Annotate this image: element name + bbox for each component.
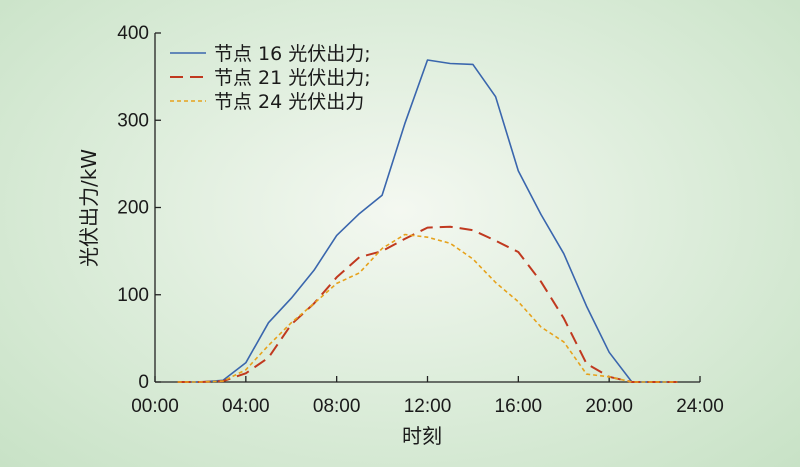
axes: 0 100 200 300 400 00:00 04:00 08:00 12:00 16:00 20… — [117, 23, 723, 417]
series-line-3 — [177, 233, 678, 383]
series-layer — [177, 59, 678, 383]
legend: 节点 16 光伏出力;节点 21 光伏出力;节点 24 光伏出力 — [170, 43, 371, 113]
y-tick-label: 400 — [117, 23, 149, 44]
y-tick-label: 300 — [117, 110, 149, 131]
x-axis-title: 时刻 — [402, 424, 442, 448]
series-line-2 — [177, 225, 678, 383]
legend-label-3: 节点 24 光伏出力 — [214, 91, 364, 113]
y-tick-label: 0 — [138, 372, 149, 393]
x-tick-label: 00:00 — [131, 396, 179, 417]
x-tick-label: 08:00 — [313, 396, 361, 417]
y-axis-title: 光伏出力/kW — [77, 149, 101, 267]
x-tick-label: 16:00 — [495, 396, 543, 417]
legend-label-1: 节点 16 光伏出力; — [214, 43, 371, 65]
x-tick-label: 24:00 — [676, 396, 724, 417]
x-tick-label: 12:00 — [404, 396, 452, 417]
series-line-1 — [177, 59, 678, 383]
y-tick-label: 200 — [117, 198, 149, 219]
y-tick-label: 100 — [117, 285, 149, 306]
x-tick-label: 04:00 — [222, 396, 270, 417]
x-tick-label: 20:00 — [585, 396, 633, 417]
legend-label-2: 节点 21 光伏出力; — [214, 67, 371, 89]
